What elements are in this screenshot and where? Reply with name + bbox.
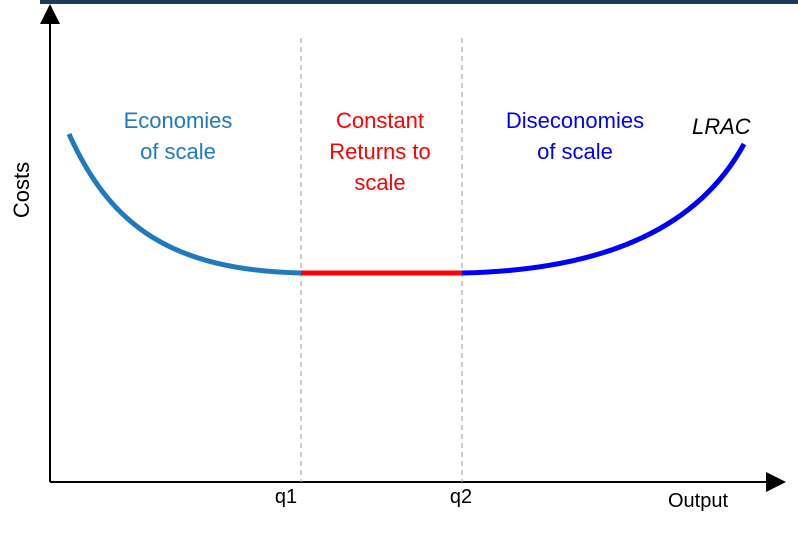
tick-label-q1: q1	[274, 486, 298, 508]
tick-label-q2: q2	[449, 486, 473, 508]
y-axis-label: Costs	[9, 161, 34, 219]
lrac-label: LRAC	[692, 114, 751, 139]
x-axis-label: Output	[668, 490, 729, 512]
economies-label: Economies of scale	[123, 108, 233, 164]
economies-segment	[66, 132, 302, 276]
header-bar	[40, 0, 798, 4]
diseconomies-label: Diseconomies of scale	[505, 108, 645, 164]
diseconomies-segment	[461, 142, 747, 276]
constant-returns-label: Constant Returns to scale	[329, 108, 431, 195]
